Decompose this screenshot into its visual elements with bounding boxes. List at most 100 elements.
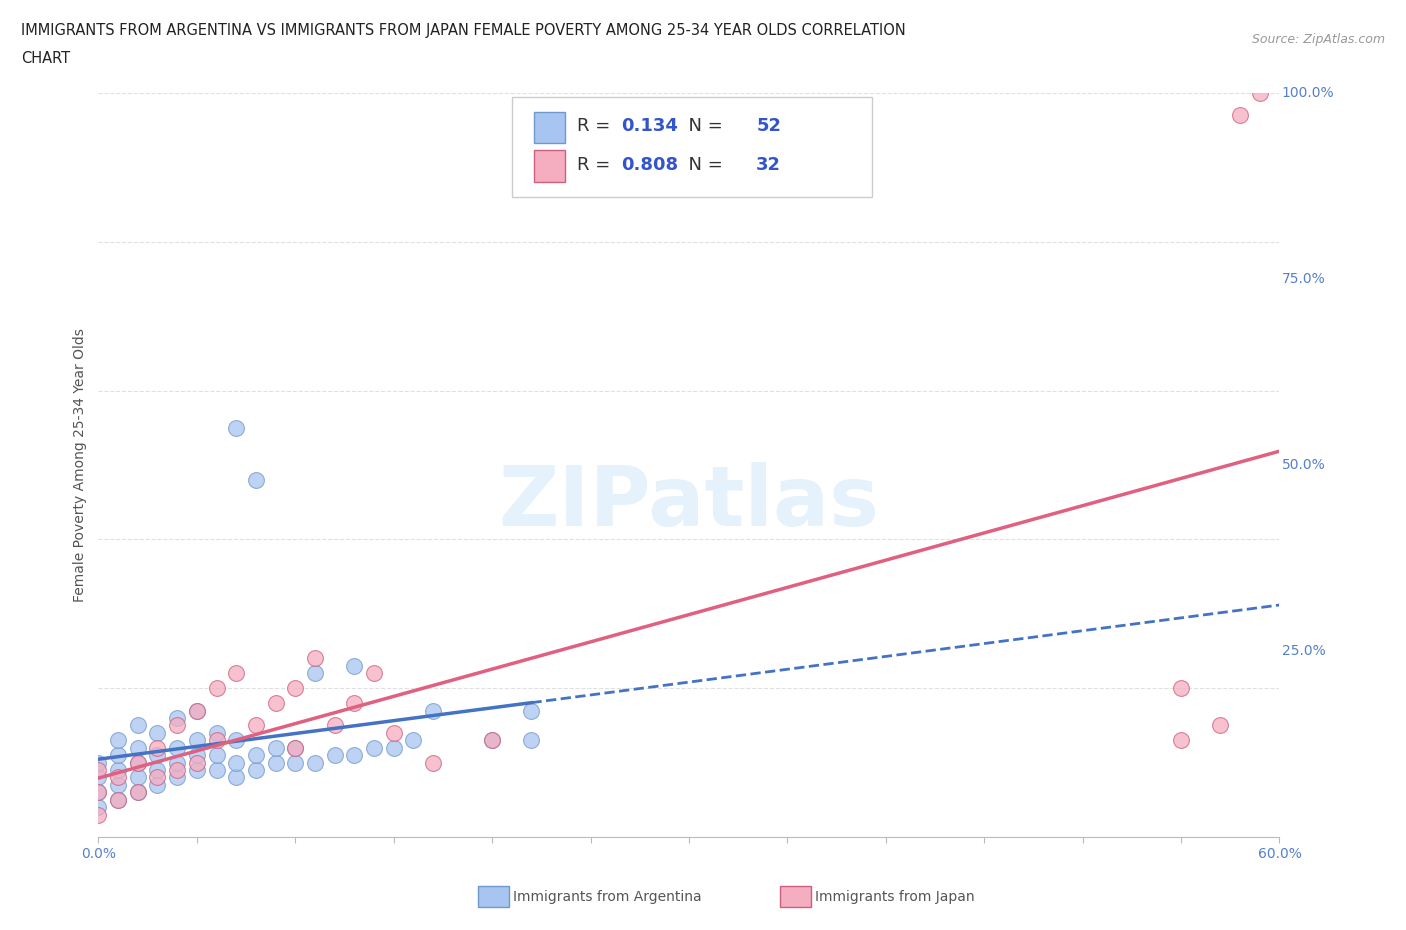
Point bbox=[264, 740, 287, 755]
Point bbox=[225, 733, 247, 748]
Point bbox=[127, 785, 149, 800]
Point bbox=[107, 792, 129, 807]
Text: Immigrants from Japan: Immigrants from Japan bbox=[815, 889, 976, 904]
Point bbox=[284, 740, 307, 755]
Point bbox=[422, 703, 444, 718]
Point bbox=[87, 807, 110, 822]
Point bbox=[127, 740, 149, 755]
Point bbox=[87, 770, 110, 785]
Point bbox=[284, 755, 307, 770]
Point bbox=[127, 755, 149, 770]
Point bbox=[225, 666, 247, 681]
Point bbox=[186, 733, 208, 748]
Y-axis label: Female Poverty Among 25-34 Year Olds: Female Poverty Among 25-34 Year Olds bbox=[73, 328, 87, 602]
Text: ZIPatlas: ZIPatlas bbox=[499, 461, 879, 543]
Point bbox=[205, 748, 228, 763]
Point bbox=[186, 763, 208, 777]
Point bbox=[146, 725, 169, 740]
Point bbox=[1229, 108, 1251, 123]
Point bbox=[205, 681, 228, 696]
Point bbox=[304, 755, 326, 770]
Point bbox=[304, 666, 326, 681]
Text: N =: N = bbox=[678, 117, 728, 136]
Point bbox=[146, 777, 169, 792]
Point bbox=[343, 748, 366, 763]
Text: Immigrants from Argentina: Immigrants from Argentina bbox=[513, 889, 702, 904]
Point bbox=[87, 800, 110, 815]
Point bbox=[107, 748, 129, 763]
Point bbox=[87, 763, 110, 777]
Text: 52: 52 bbox=[756, 117, 782, 136]
Point bbox=[87, 755, 110, 770]
Point bbox=[186, 703, 208, 718]
Text: 32: 32 bbox=[756, 156, 782, 174]
Point bbox=[87, 785, 110, 800]
Point bbox=[205, 725, 228, 740]
Point bbox=[107, 777, 129, 792]
Point bbox=[481, 733, 503, 748]
Point bbox=[304, 651, 326, 666]
Text: 100.0%: 100.0% bbox=[1282, 86, 1334, 100]
Point bbox=[87, 785, 110, 800]
Point bbox=[422, 755, 444, 770]
Bar bbox=[534, 112, 565, 143]
Point bbox=[146, 740, 169, 755]
Text: 0.134: 0.134 bbox=[621, 117, 679, 136]
Text: Source: ZipAtlas.com: Source: ZipAtlas.com bbox=[1251, 33, 1385, 46]
Point bbox=[323, 718, 346, 733]
Point bbox=[481, 733, 503, 748]
Point bbox=[127, 770, 149, 785]
Point bbox=[166, 763, 188, 777]
Text: 50.0%: 50.0% bbox=[1282, 458, 1326, 472]
Bar bbox=[534, 151, 565, 181]
Point bbox=[205, 763, 228, 777]
Point bbox=[146, 748, 169, 763]
Text: CHART: CHART bbox=[21, 51, 70, 66]
Point bbox=[363, 740, 385, 755]
Point bbox=[225, 755, 247, 770]
Point bbox=[127, 718, 149, 733]
Point bbox=[245, 718, 267, 733]
Point bbox=[363, 666, 385, 681]
Point bbox=[343, 696, 366, 711]
Text: IMMIGRANTS FROM ARGENTINA VS IMMIGRANTS FROM JAPAN FEMALE POVERTY AMONG 25-34 YE: IMMIGRANTS FROM ARGENTINA VS IMMIGRANTS … bbox=[21, 23, 905, 38]
Point bbox=[107, 770, 129, 785]
Point bbox=[205, 733, 228, 748]
Point bbox=[225, 420, 247, 435]
Text: 0.808: 0.808 bbox=[621, 156, 679, 174]
Point bbox=[284, 740, 307, 755]
Point bbox=[166, 740, 188, 755]
Point bbox=[343, 658, 366, 673]
Point bbox=[520, 733, 543, 748]
Point bbox=[264, 755, 287, 770]
Point bbox=[1209, 718, 1232, 733]
Point bbox=[245, 748, 267, 763]
Point bbox=[323, 748, 346, 763]
Point bbox=[146, 770, 169, 785]
Point bbox=[107, 733, 129, 748]
Point bbox=[245, 472, 267, 487]
Point bbox=[225, 770, 247, 785]
Point bbox=[107, 763, 129, 777]
Point bbox=[166, 711, 188, 725]
Point bbox=[264, 696, 287, 711]
Text: R =: R = bbox=[576, 156, 616, 174]
Point bbox=[245, 763, 267, 777]
Point bbox=[1170, 681, 1192, 696]
Point bbox=[146, 763, 169, 777]
Point bbox=[520, 703, 543, 718]
FancyBboxPatch shape bbox=[512, 97, 872, 197]
Text: 25.0%: 25.0% bbox=[1282, 644, 1326, 658]
Point bbox=[1249, 86, 1271, 100]
Point bbox=[166, 755, 188, 770]
Point bbox=[107, 792, 129, 807]
Point bbox=[402, 733, 425, 748]
Text: R =: R = bbox=[576, 117, 616, 136]
Point bbox=[166, 718, 188, 733]
Point bbox=[186, 748, 208, 763]
Point bbox=[127, 785, 149, 800]
Point bbox=[186, 703, 208, 718]
Point bbox=[284, 681, 307, 696]
Point bbox=[382, 740, 405, 755]
Text: N =: N = bbox=[678, 156, 728, 174]
